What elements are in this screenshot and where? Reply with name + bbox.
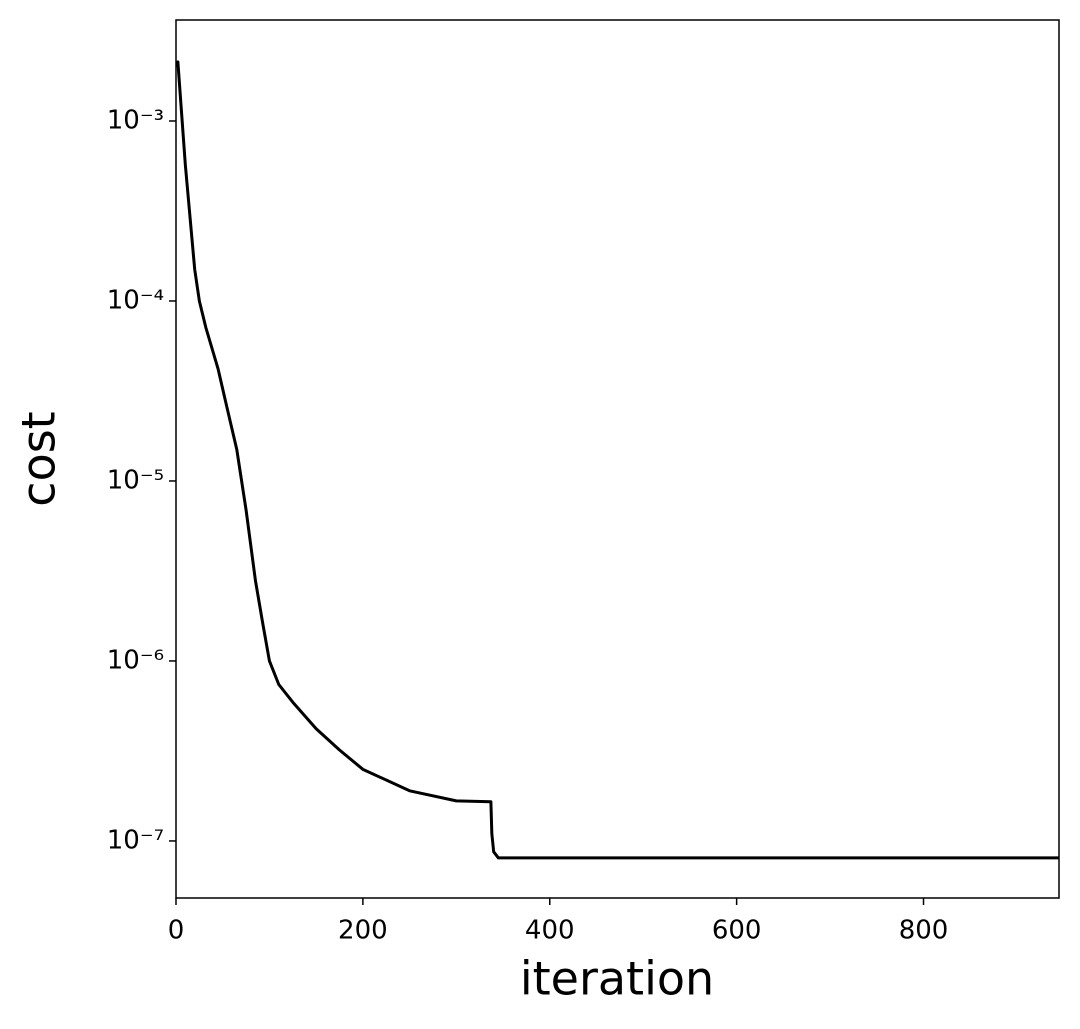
line-series — [176, 60, 1059, 860]
y-tick-label: 10⁻⁵ — [107, 465, 164, 495]
x-tick-label: 800 — [899, 916, 949, 946]
y-tick-label: 10⁻⁶ — [107, 645, 164, 675]
y-tick-label: 10⁻⁷ — [107, 825, 164, 855]
y-tick-label: 10⁻³ — [107, 105, 164, 135]
y-axis-label: cost — [12, 411, 66, 506]
plot-frame — [175, 19, 1060, 899]
x-tick-label: 400 — [525, 916, 575, 946]
y-tick-label: 10⁻⁴ — [107, 285, 164, 315]
x-axis-label: iteration — [520, 952, 714, 1006]
x-tick-label: 200 — [338, 916, 388, 946]
x-tick-label: 600 — [712, 916, 762, 946]
x-tick-label: 0 — [168, 916, 185, 946]
